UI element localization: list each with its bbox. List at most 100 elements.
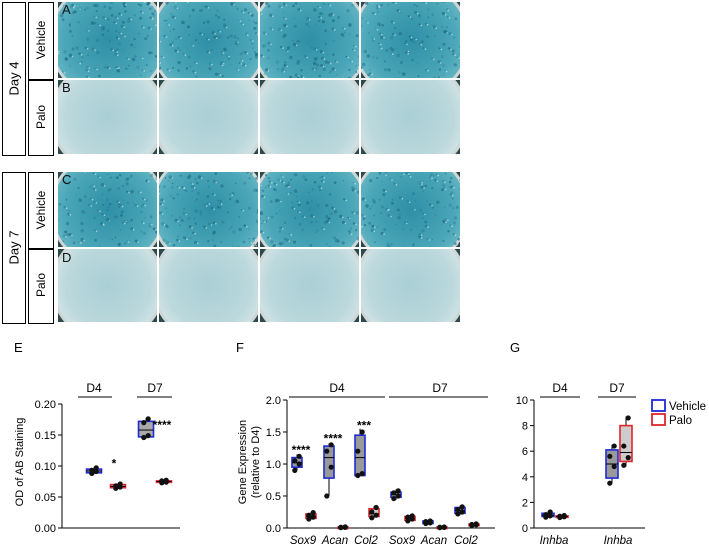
data-point-e-2 bbox=[141, 434, 147, 441]
data-point-f-0 bbox=[292, 458, 298, 464]
legend-label-palo: Palo bbox=[669, 415, 692, 427]
data-point-g-2 bbox=[607, 453, 613, 459]
data-point-e-0 bbox=[93, 468, 99, 475]
y-tick-label-e: 0.05 bbox=[35, 492, 56, 504]
day-4-label-box: Day 4 bbox=[2, 2, 26, 156]
y-tick-label-f: 1.5 bbox=[266, 427, 281, 439]
data-point-g-0 bbox=[543, 511, 549, 518]
group-label-e-d4: D4 bbox=[86, 381, 102, 395]
data-point-f-2 bbox=[324, 493, 330, 499]
well-image-c-4 bbox=[361, 172, 460, 247]
data-point-f-4 bbox=[359, 471, 365, 477]
data-point-g-0 bbox=[547, 509, 553, 515]
data-point-f-10 bbox=[455, 506, 461, 513]
treatment-label-box-a: Vehicle bbox=[28, 2, 54, 80]
y-axis-label2-f: (relative to D4) bbox=[250, 426, 262, 498]
panel-letter-b: B bbox=[62, 80, 71, 95]
panel-letter-e: E bbox=[14, 340, 23, 355]
data-point-f-4 bbox=[355, 472, 361, 479]
box-f-4 bbox=[354, 434, 366, 477]
y-tick-label-e: 0.10 bbox=[35, 461, 56, 473]
category-label-f: Col2 bbox=[454, 535, 478, 547]
significance-label-f-1: **** bbox=[324, 431, 343, 445]
data-point-f-10 bbox=[459, 509, 465, 515]
y-tick-label-f: 0.5 bbox=[266, 491, 281, 503]
panel-letter-a: A bbox=[62, 2, 71, 17]
data-point-e-3 bbox=[159, 478, 165, 484]
legend-swatch-palo bbox=[651, 413, 666, 426]
panel-letter-f: F bbox=[236, 340, 244, 355]
group-label-g-d4: D4 bbox=[552, 381, 568, 395]
data-point-e-2 bbox=[141, 420, 147, 426]
data-point-f-6 bbox=[391, 495, 397, 502]
significance-label-e-1: **** bbox=[153, 418, 172, 432]
data-point-f-2 bbox=[324, 448, 330, 454]
panel-letter-c: C bbox=[62, 172, 72, 187]
data-point-f-11 bbox=[473, 521, 479, 527]
y-axis-label-e: OD of AB Staining bbox=[14, 418, 26, 507]
data-point-f-0 bbox=[292, 467, 298, 473]
data-point-f-8 bbox=[423, 519, 429, 525]
data-point-f-5 bbox=[369, 515, 375, 521]
data-point-e-1 bbox=[117, 481, 123, 487]
well-image-c-1 bbox=[58, 172, 157, 247]
y-axis-label-f: Gene Expression bbox=[237, 420, 249, 504]
data-point-f-9 bbox=[437, 524, 443, 530]
data-point-f-8 bbox=[427, 518, 433, 524]
significance-label-e-0: * bbox=[112, 457, 117, 471]
data-point-f-5 bbox=[373, 512, 379, 518]
data-point-f-4 bbox=[355, 448, 361, 454]
data-point-f-5 bbox=[373, 504, 379, 511]
treatment-label-box-c: Vehicle bbox=[28, 172, 54, 249]
data-point-f-0 bbox=[296, 453, 302, 459]
category-label-f: Col2 bbox=[354, 535, 378, 547]
y-tick-label-e: 0.20 bbox=[35, 399, 56, 411]
data-point-f-7 bbox=[405, 518, 411, 524]
data-point-f-3 bbox=[338, 524, 344, 530]
data-point-f-2 bbox=[328, 442, 334, 448]
y-tick-label-f: 0.0 bbox=[266, 523, 281, 535]
group-label-g-d7: D7 bbox=[609, 381, 625, 395]
category-label-f: Sox9 bbox=[389, 535, 416, 547]
group-label-f-d7: D7 bbox=[432, 381, 448, 395]
data-point-f-0 bbox=[296, 461, 302, 467]
y-tick-label-g: 2 bbox=[522, 497, 528, 509]
data-point-f-11 bbox=[469, 521, 475, 528]
category-label-g: Inhba bbox=[540, 535, 569, 547]
data-point-g-3 bbox=[625, 455, 631, 461]
data-point-g-1 bbox=[557, 513, 563, 519]
data-point-f-5 bbox=[369, 509, 375, 515]
category-label-f: Acan bbox=[420, 535, 447, 547]
data-point-e-0 bbox=[93, 465, 99, 471]
data-point-g-3 bbox=[621, 462, 627, 468]
data-point-g-3 bbox=[625, 415, 631, 421]
well-image-d-4 bbox=[361, 249, 460, 322]
data-point-e-2 bbox=[145, 433, 151, 439]
treatment-label-box-b: Palo bbox=[28, 80, 54, 156]
data-point-e-3 bbox=[163, 477, 169, 483]
data-point-f-10 bbox=[459, 504, 465, 510]
y-tick-label-e: 0.00 bbox=[35, 523, 56, 535]
significance-label-f-0: **** bbox=[292, 443, 311, 457]
data-point-g-2 bbox=[607, 480, 613, 486]
well-image-b-2 bbox=[159, 80, 258, 154]
legend-label-vehicle: Vehicle bbox=[669, 401, 706, 413]
well-image-c-3 bbox=[260, 172, 359, 247]
y-tick-label-g: 10 bbox=[516, 395, 528, 407]
y-tick-label-g: 4 bbox=[522, 472, 528, 484]
category-label-f: Acan bbox=[321, 535, 348, 547]
panel-letter-g: G bbox=[510, 340, 520, 355]
group-label-f-d4: D4 bbox=[329, 381, 345, 395]
well-image-d-2 bbox=[159, 249, 258, 322]
data-point-g-1 bbox=[561, 512, 567, 519]
data-point-g-3 bbox=[621, 443, 627, 449]
well-image-a-4 bbox=[361, 2, 460, 78]
category-label-g: Inhba bbox=[604, 535, 633, 547]
data-point-f-4 bbox=[359, 429, 365, 435]
y-tick-label-e: 0.15 bbox=[35, 430, 56, 442]
data-point-f-1 bbox=[306, 516, 312, 522]
day-7-label-box: Day 7 bbox=[2, 172, 26, 324]
y-tick-label-g: 0 bbox=[522, 523, 528, 535]
treatment-label-box-d: Palo bbox=[28, 249, 54, 324]
